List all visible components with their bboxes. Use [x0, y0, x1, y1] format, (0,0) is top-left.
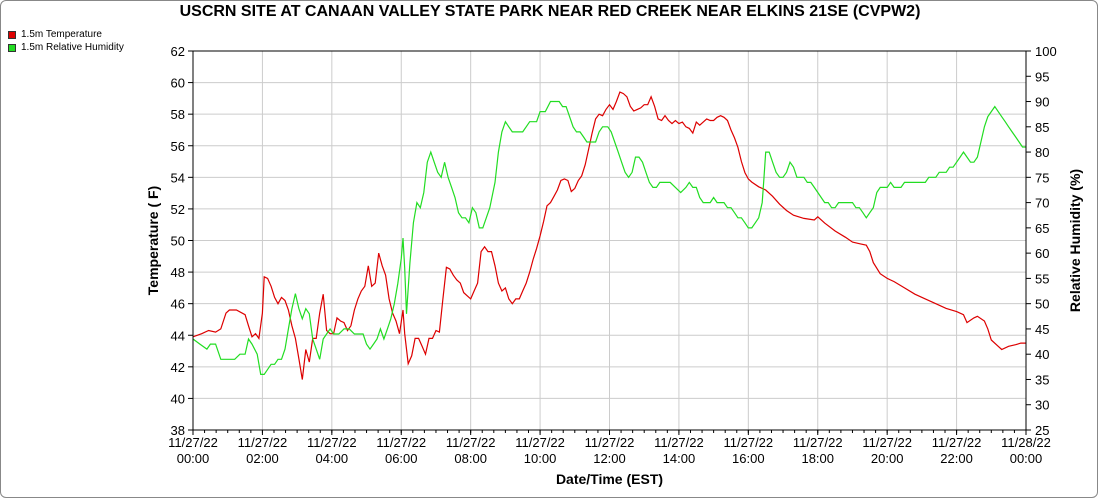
y2-tick-label: 65: [1035, 221, 1049, 236]
y2-tick-label: 90: [1035, 95, 1049, 110]
y-tick-label: 48: [171, 265, 185, 280]
x-tick-date: 11/27/22: [724, 435, 774, 450]
legend-label-humidity: 1.5m Relative Humidity: [21, 42, 124, 53]
y2-tick-label: 85: [1035, 120, 1049, 135]
x-tick-date: 11/27/22: [307, 435, 357, 450]
y-tick-label: 52: [171, 202, 185, 217]
series-line-humidity: [192, 100, 1026, 375]
legend-label-temperature: 1.5m Temperature: [21, 29, 102, 40]
y-tick-label: 40: [171, 391, 185, 406]
axes: 38 40 42 44 46 48 50 52 54 56 58 60 62 25 30 35 40 45 50 55…: [168, 44, 1057, 466]
x-tick-date: 11/27/22: [932, 435, 982, 450]
y2-tick-label: 35: [1035, 372, 1049, 387]
y-tick-label: 42: [171, 360, 185, 375]
y2-tick-label: 100: [1035, 44, 1057, 59]
legend-swatch-temperature: [8, 30, 16, 39]
y2-tick-label: 45: [1035, 322, 1049, 337]
x-tick-time: 22:00: [940, 451, 973, 466]
x-tick-date: 11/27/22: [446, 435, 496, 450]
y-tick-label: 50: [171, 234, 185, 249]
y-tick-label: 56: [171, 139, 185, 154]
x-tick-time: 10:00: [524, 451, 557, 466]
y2-tick-label: 60: [1035, 246, 1049, 261]
x-tick-date: 11/27/22: [654, 435, 704, 450]
x-axis-title: Date/Time (EST): [556, 471, 663, 487]
x-tick-date: 11/27/22: [793, 435, 843, 450]
y-tick-label: 62: [171, 44, 185, 59]
y-tick-label: 54: [171, 170, 185, 185]
y2-tick-label: 55: [1035, 271, 1049, 286]
x-tick-time: 18:00: [801, 451, 834, 466]
legend-item-humidity: 1.5m Relative Humidity: [8, 41, 124, 54]
x-tick-date: 11/27/22: [238, 435, 288, 450]
x-tick-date: 11/27/22: [862, 435, 912, 450]
x-tick-date: 11/27/22: [168, 435, 218, 450]
y2-tick-label: 30: [1035, 398, 1049, 413]
y2-tick-label: 75: [1035, 170, 1049, 185]
x-tick-time: 12:00: [593, 451, 626, 466]
y-tick-label: 46: [171, 297, 185, 312]
x-tick-time: 00:00: [177, 451, 210, 466]
y2-tick-label: 25: [1035, 423, 1049, 438]
legend: 1.5m Temperature 1.5m Relative Humidity: [8, 28, 124, 54]
y2-tick-label: 50: [1035, 297, 1049, 312]
legend-swatch-humidity: [8, 43, 16, 52]
y-tick-label: 58: [171, 107, 185, 122]
x-tick-time: 04:00: [316, 451, 349, 466]
y2-tick-label: 95: [1035, 69, 1049, 84]
x-tick-date: 11/27/22: [376, 435, 426, 450]
legend-item-temperature: 1.5m Temperature: [8, 28, 124, 41]
x-tick-date: 11/28/22: [1001, 435, 1051, 450]
series-group: [192, 91, 1026, 380]
x-tick-date: 11/27/22: [515, 435, 565, 450]
x-tick-time: 06:00: [385, 451, 418, 466]
x-tick-date: 11/27/22: [585, 435, 635, 450]
x-tick-time: 14:00: [663, 451, 696, 466]
y2-tick-label: 80: [1035, 145, 1049, 160]
x-tick-time: 08:00: [454, 451, 487, 466]
grid: [192, 50, 1027, 431]
y-axis-title-left: Temperature ( F): [145, 186, 161, 295]
x-tick-time: 02:00: [246, 451, 279, 466]
y-tick-label: 38: [171, 423, 185, 438]
y2-tick-label: 40: [1035, 347, 1049, 362]
chart-title: USCRN SITE AT CANAAN VALLEY STATE PARK N…: [179, 3, 921, 20]
y-axis-title-right: Relative Humidity (%): [1067, 169, 1083, 312]
y2-tick-label: 70: [1035, 196, 1049, 211]
y-tick-label: 60: [171, 76, 185, 91]
y-tick-label: 44: [171, 328, 185, 343]
x-tick-time: 16:00: [732, 451, 765, 466]
x-tick-time: 20:00: [871, 451, 904, 466]
x-tick-time: 00:00: [1010, 451, 1043, 466]
